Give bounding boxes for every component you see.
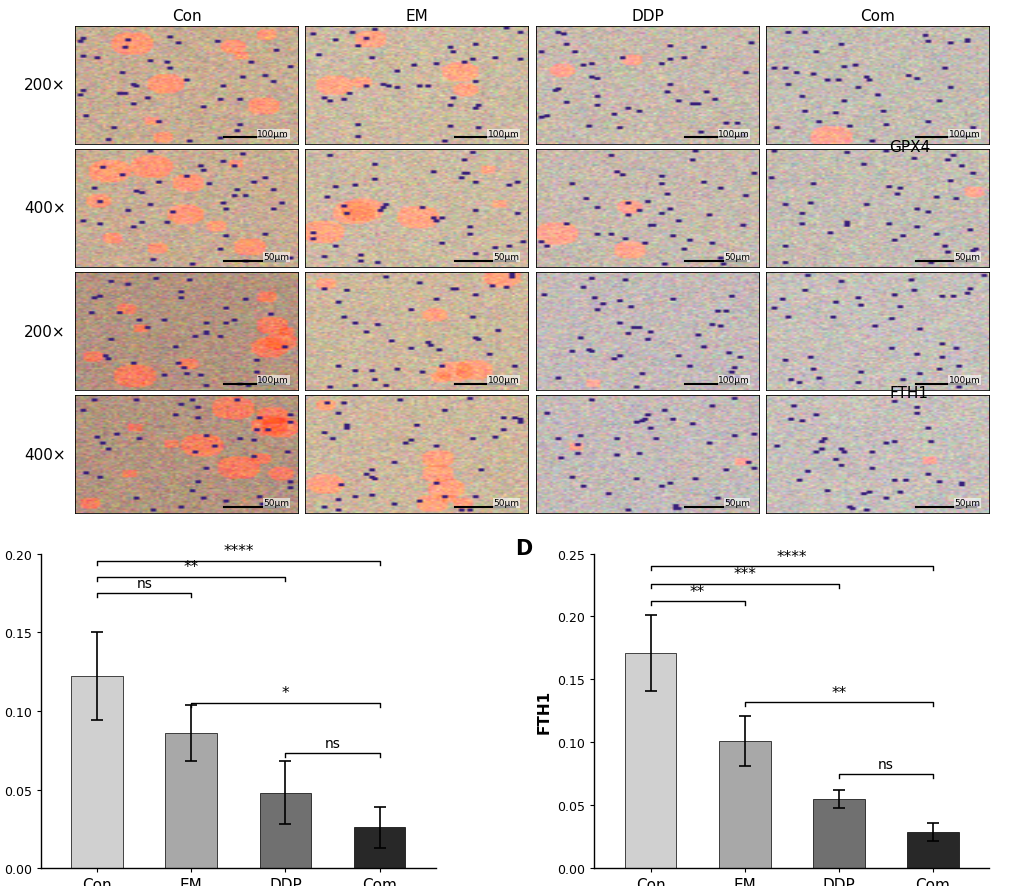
Text: ns: ns xyxy=(324,736,340,750)
Bar xyxy=(354,828,406,868)
Text: ***: *** xyxy=(733,567,755,581)
Text: 100μm: 100μm xyxy=(717,130,749,139)
Title: Con: Con xyxy=(171,9,201,24)
Text: 100μm: 100μm xyxy=(948,376,979,385)
Bar xyxy=(718,742,769,868)
Title: EM: EM xyxy=(406,9,428,24)
Bar xyxy=(165,733,217,868)
Y-axis label: FTH1: FTH1 xyxy=(536,689,551,733)
Text: 50μm: 50μm xyxy=(723,253,749,262)
Text: FTH1: FTH1 xyxy=(889,385,927,400)
Text: GPX4: GPX4 xyxy=(889,140,929,155)
Text: 50μm: 50μm xyxy=(723,499,749,508)
Text: ns: ns xyxy=(877,758,893,772)
Text: 400×: 400× xyxy=(23,447,65,462)
Text: 200×: 200× xyxy=(23,78,65,93)
Text: ****: **** xyxy=(775,549,806,564)
Text: 100μm: 100μm xyxy=(257,376,288,385)
Text: 50μm: 50μm xyxy=(954,499,979,508)
Text: 50μm: 50μm xyxy=(493,499,519,508)
Text: 50μm: 50μm xyxy=(263,253,288,262)
Text: *: * xyxy=(281,685,289,700)
Bar xyxy=(260,793,311,868)
Bar xyxy=(624,653,676,868)
Text: 400×: 400× xyxy=(23,201,65,216)
Title: DDP: DDP xyxy=(631,9,663,24)
Bar xyxy=(71,677,123,868)
Bar xyxy=(812,799,864,868)
Title: Com: Com xyxy=(860,9,895,24)
Text: ****: **** xyxy=(223,544,254,559)
Text: ns: ns xyxy=(137,576,152,590)
Text: 50μm: 50μm xyxy=(954,253,979,262)
Text: **: ** xyxy=(830,685,846,700)
Text: 100μm: 100μm xyxy=(717,376,749,385)
Text: 200×: 200× xyxy=(23,324,65,339)
Text: D: D xyxy=(515,538,532,558)
Text: **: ** xyxy=(690,584,704,599)
Text: 100μm: 100μm xyxy=(487,376,519,385)
Text: 100μm: 100μm xyxy=(257,130,288,139)
Text: **: ** xyxy=(183,559,199,574)
Bar xyxy=(906,832,958,868)
Text: 100μm: 100μm xyxy=(948,130,979,139)
Text: 50μm: 50μm xyxy=(493,253,519,262)
Text: 50μm: 50μm xyxy=(263,499,288,508)
Text: 100μm: 100μm xyxy=(487,130,519,139)
